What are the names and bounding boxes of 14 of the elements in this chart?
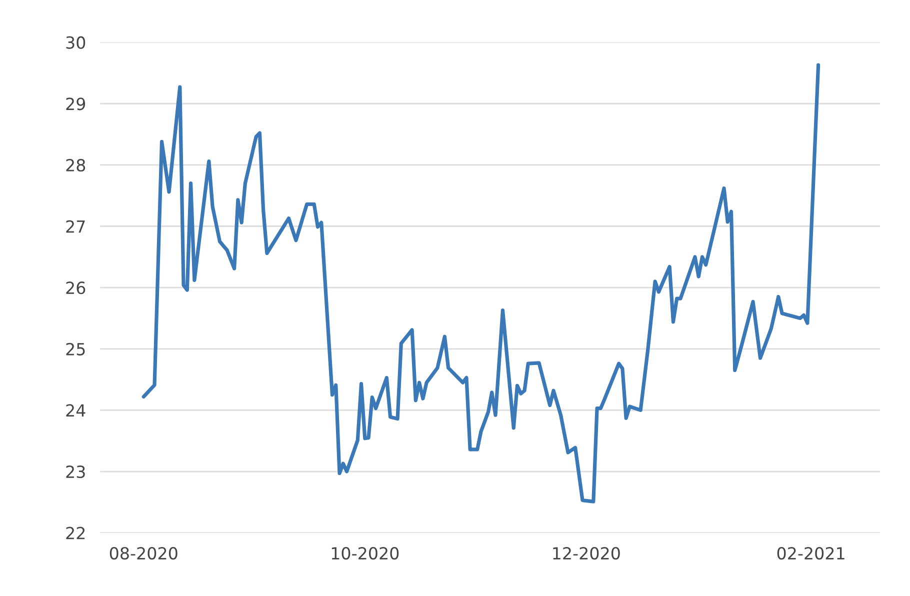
y-tick-label: 25 (66, 342, 85, 356)
x-tick-label: 08-2020 (110, 547, 178, 560)
x-tick-label: 02-2021 (777, 547, 844, 560)
x-tick-label: 12-2020 (553, 547, 620, 560)
x-tick-label: 10-2020 (332, 547, 399, 560)
y-tick-label: 30 (66, 36, 86, 49)
y-tick-label: 24 (66, 404, 86, 417)
y-tick-label: 26 (66, 282, 86, 294)
y-tick-label: 28 (66, 158, 86, 172)
y-tick-label: 23 (66, 465, 85, 478)
y-tick-label: 29 (66, 98, 86, 110)
y-tick-label: 27 (66, 220, 85, 233)
line-series (142, 63, 820, 504)
y-tick-label: 22 (66, 526, 85, 540)
